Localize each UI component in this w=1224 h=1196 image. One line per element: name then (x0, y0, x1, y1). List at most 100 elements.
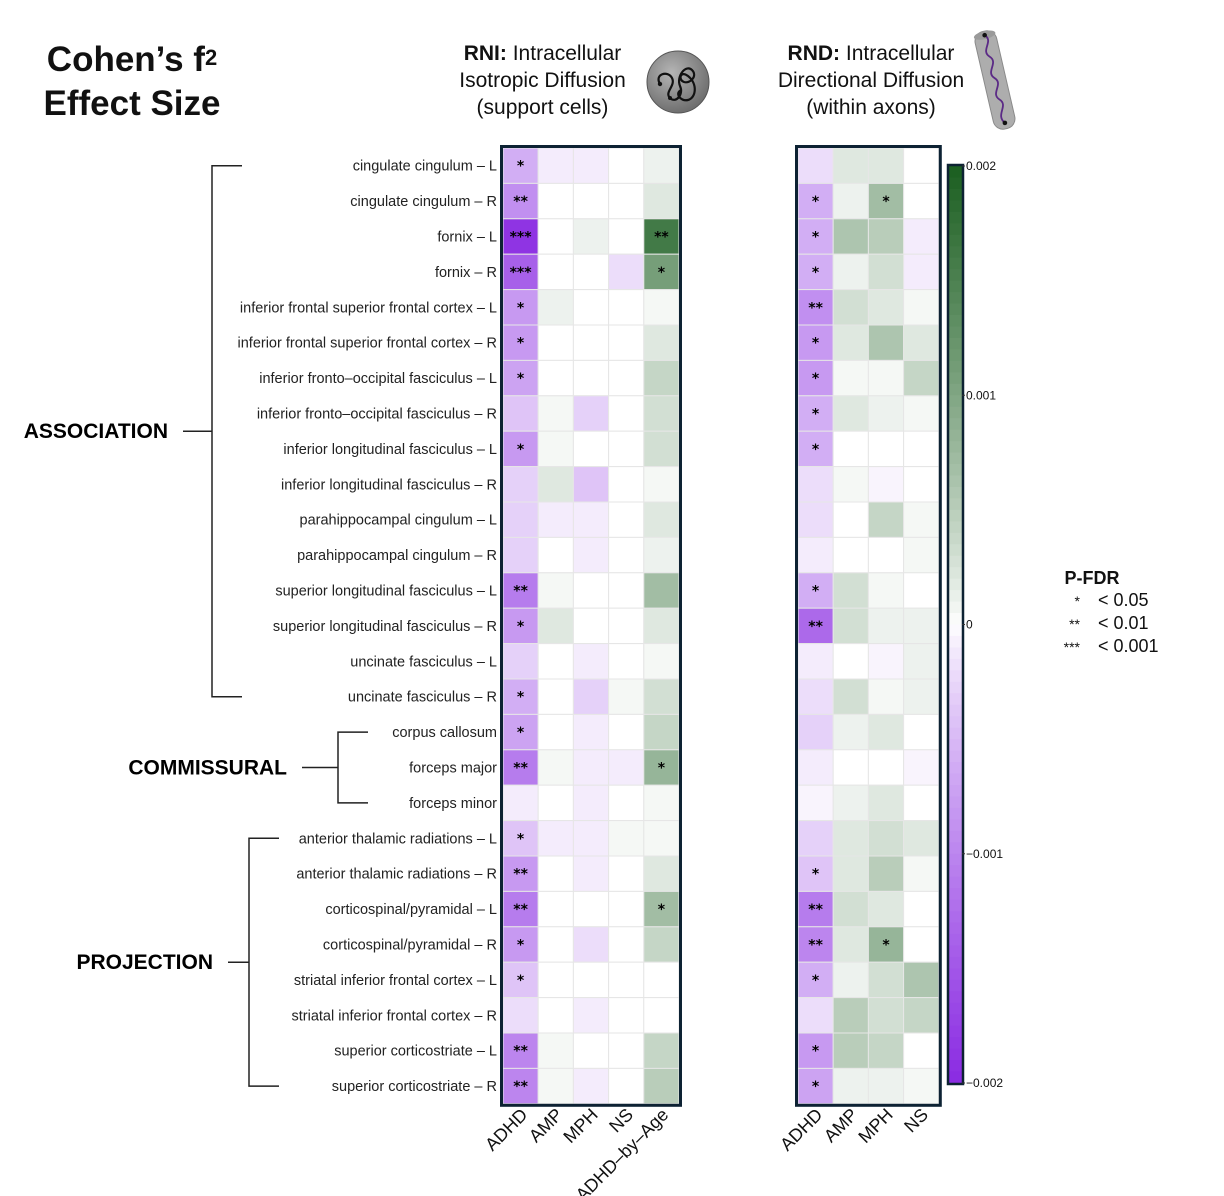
row-label: superior corticostriate – R (332, 1079, 497, 1095)
colorbar-segment (949, 452, 962, 465)
heatmap-cell (867, 926, 905, 963)
heatmap-cell (867, 218, 905, 255)
heatmap-cell (572, 324, 610, 361)
heatmap-cell (643, 1032, 680, 1069)
heatmap-cell (903, 820, 940, 857)
pfdr-legend: P-FDR * < 0.05 ** < 0.01 *** < 0.001 (1030, 568, 1170, 658)
heatmap-cell (797, 678, 834, 715)
significance-marker: ** (513, 584, 528, 600)
colorbar-segment (949, 280, 962, 293)
heatmap-cell (608, 218, 645, 255)
row-label: anterior thalamic radiations – L (299, 831, 497, 847)
heatmap-cell (797, 1067, 834, 1105)
legend-stars: ** (1069, 615, 1080, 632)
heatmap-cell (643, 289, 680, 326)
heatmap-cell (572, 961, 610, 999)
significance-marker: ** (513, 761, 528, 777)
heatmap-cell (572, 218, 610, 255)
heatmap-cell (608, 713, 645, 751)
heatmap-cell (903, 572, 940, 609)
heatmap-cell (832, 324, 869, 361)
heatmap-cell (867, 1067, 905, 1105)
heatmap-cell (502, 855, 539, 892)
heatmap-cell (903, 182, 940, 220)
colorbar-segment (949, 555, 962, 568)
heatmap-cell (608, 466, 645, 503)
heatmap-cell (643, 713, 680, 751)
heatmap-cell (608, 395, 645, 432)
colorbar-segment (949, 830, 962, 843)
heatmap-cell (572, 359, 610, 397)
heatmap-cell (867, 501, 905, 538)
colorbar-segment (949, 888, 962, 901)
heatmap-cell (608, 289, 645, 326)
heatmap-cell (572, 713, 610, 751)
colorbar-segment (949, 762, 962, 775)
heatmap-cell (537, 784, 574, 822)
heatmap-cell (502, 643, 539, 680)
legend-label: < 0.05 (1098, 590, 1149, 610)
heatmap-cell (537, 572, 574, 609)
heatmap-cell (903, 1067, 940, 1105)
rnd-title-line3: (within axons) (806, 96, 936, 119)
colorbar-segment (949, 601, 962, 614)
heatmap-cell (608, 997, 645, 1034)
row-label: forceps major (409, 761, 497, 777)
heatmap-cell (537, 749, 574, 786)
significance-marker: ** (654, 230, 669, 246)
row-label: striatal inferior frontal cortex – R (292, 1008, 498, 1024)
heatmap-cell (903, 784, 940, 822)
colorbar-segment (949, 418, 962, 431)
heatmap-cell (572, 395, 610, 432)
heatmap-cell (903, 855, 940, 892)
heatmap-cell (832, 890, 869, 928)
heatmap-cell (643, 182, 680, 220)
significance-marker: ** (808, 300, 823, 316)
heatmap-cell (903, 890, 940, 928)
heatmap-cell (832, 430, 869, 468)
heatmap-cell (903, 926, 940, 963)
row-label: cingulate cingulum – R (350, 194, 497, 210)
heatmap-cell (608, 324, 645, 361)
heatmap-cell (572, 147, 610, 184)
colorbar-segment (949, 624, 962, 637)
heatmap-cell (643, 466, 680, 503)
heatmap-cell (537, 890, 574, 928)
heatmap-cell (537, 1032, 574, 1069)
heatmap-cell (502, 395, 539, 432)
heatmap-cell (797, 643, 834, 680)
heatmap-cell (797, 395, 834, 432)
rni-abbrev: RNI: (463, 42, 507, 65)
significance-marker: * (517, 938, 525, 954)
heatmap-cell (643, 855, 680, 892)
heatmap-cell (797, 218, 834, 255)
row-label: uncinate fasciculus – R (348, 690, 497, 706)
heatmap-cell (572, 643, 610, 680)
colorbar-segment (949, 853, 962, 866)
heatmap-cell (643, 643, 680, 680)
heatmap-cell (832, 218, 869, 255)
heatmap-cell (832, 182, 869, 220)
colorbar-segment (949, 578, 962, 591)
rnd-title-line1: Intracellular (840, 42, 955, 65)
legend-label: < 0.001 (1098, 636, 1159, 656)
heatmap-cell (643, 147, 680, 184)
heatmap-cell (832, 784, 869, 822)
heatmap-cell (867, 466, 905, 503)
row-label: superior longitudinal fasciculus – L (275, 584, 497, 600)
colorbar-segment (949, 521, 962, 534)
figure-title: Cohen’s f2 Effect Size (22, 38, 242, 126)
heatmap-cell (832, 607, 869, 645)
heatmap-cell (867, 395, 905, 432)
colorbar-segment (949, 784, 962, 798)
heatmap-cell (903, 997, 940, 1034)
heatmap-cell (832, 253, 869, 291)
colorbar-segment (949, 1002, 962, 1015)
heatmap-cell (643, 926, 680, 963)
heatmap-cell (502, 926, 539, 963)
colorbar-tick-label: −0.002 (966, 1076, 1003, 1090)
colorbar-segment (949, 796, 962, 809)
heatmap-cell (608, 961, 645, 999)
colorbar-segment (949, 441, 962, 454)
